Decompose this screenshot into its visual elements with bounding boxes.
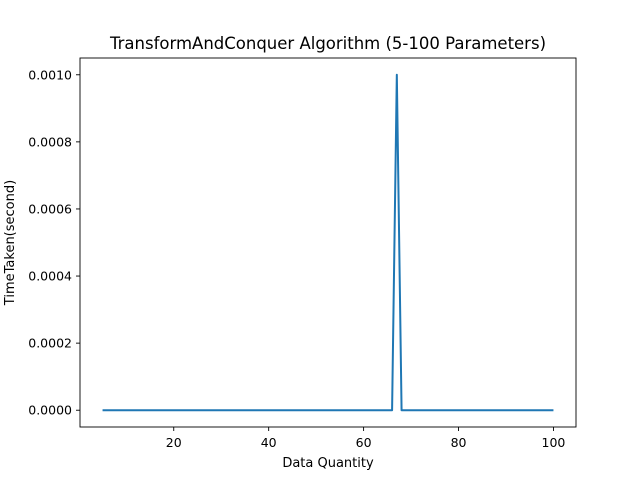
- y-tick-label: 0.0006: [28, 201, 72, 216]
- plot-background: [80, 58, 576, 427]
- y-tick-label: 0.0008: [28, 134, 72, 149]
- y-axis-label: TimeTaken(second): [3, 180, 18, 306]
- x-tick-label: 20: [166, 435, 182, 450]
- x-axis: 20 40 60 80 100: [166, 427, 566, 450]
- x-tick-label: 80: [451, 435, 467, 450]
- x-tick-label: 100: [542, 435, 566, 450]
- y-tick-label: 0.0002: [28, 336, 72, 351]
- x-axis-label: Data Quantity: [282, 456, 374, 471]
- y-tick-label: 0.0004: [28, 269, 72, 284]
- series-layer: [102, 73, 554, 412]
- axes-frame: [79, 57, 577, 428]
- y-tick-label: 0.0000: [28, 403, 72, 418]
- plot-area: 20 40 60 80 100 0.00000.00020.00040.00060.00…: [28, 57, 577, 450]
- chart-title: TransformAndConquer Algorithm (5-100 Par…: [109, 34, 546, 53]
- x-tick-label: 40: [261, 435, 277, 450]
- x-tick-label: 60: [356, 435, 372, 450]
- y-tick-label: 0.0010: [28, 67, 72, 82]
- series-line-0: [102, 73, 554, 412]
- y-axis: 0.0000 0.0002 0.0004 0.0006 0.0008 0.0010: [28, 67, 80, 418]
